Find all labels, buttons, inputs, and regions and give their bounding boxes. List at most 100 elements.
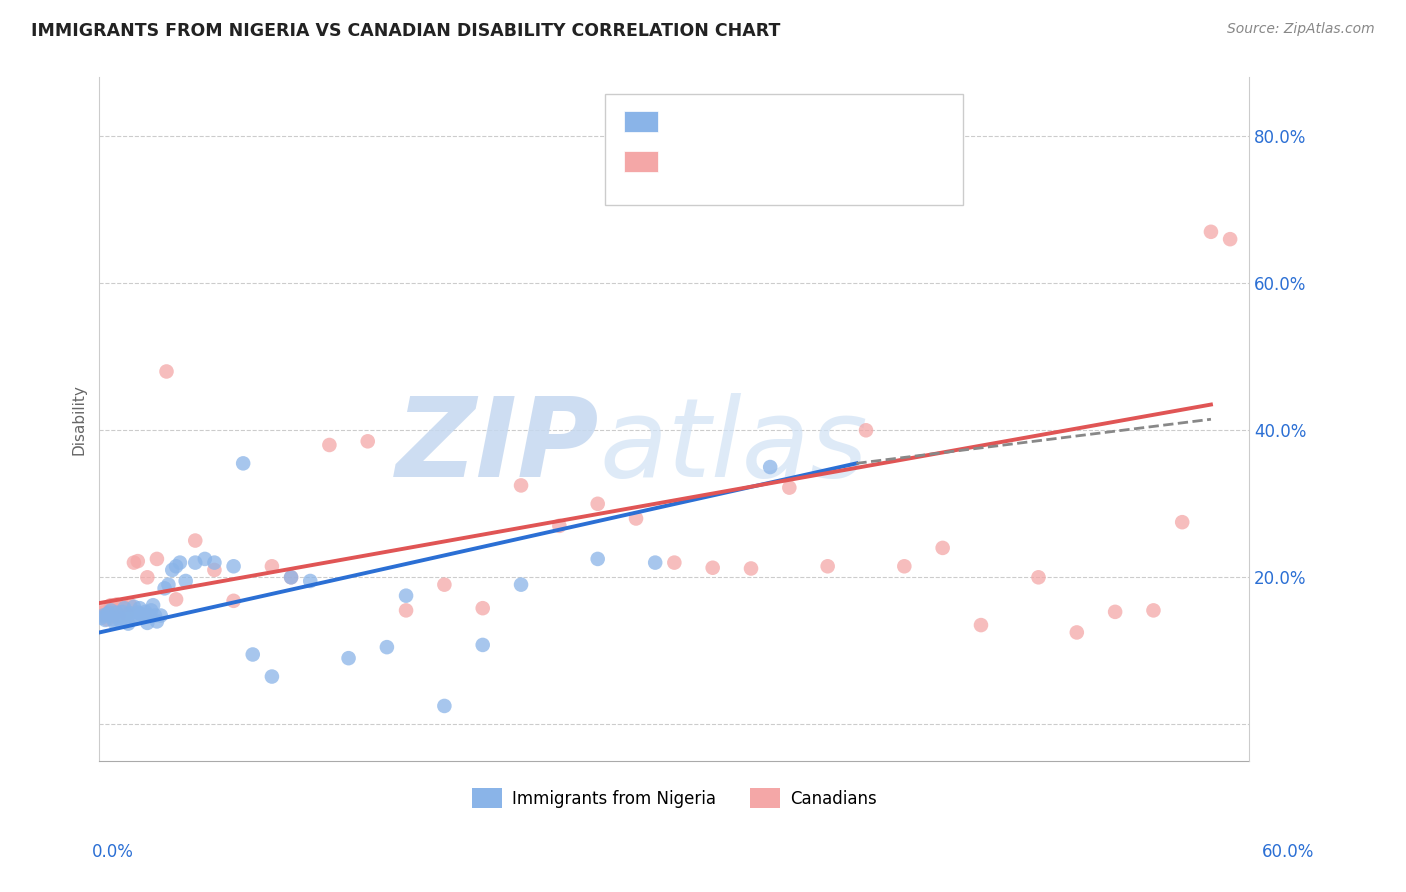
Point [299, 574, 322, 588]
Point [624, 511, 647, 525]
Point [510, 577, 533, 591]
Point [931, 541, 953, 555]
Point [222, 559, 245, 574]
Point [138, 608, 160, 623]
Point [184, 556, 207, 570]
Point [184, 533, 207, 548]
Point [194, 552, 217, 566]
Point [357, 434, 380, 449]
Point [433, 577, 456, 591]
Text: 0.0%: 0.0% [91, 843, 134, 861]
Point [1028, 570, 1050, 584]
Point [120, 599, 142, 613]
Y-axis label: Disability: Disability [72, 384, 86, 455]
Point [112, 601, 135, 615]
Point [664, 556, 686, 570]
Point [586, 552, 609, 566]
Point [146, 615, 169, 629]
Point [136, 570, 159, 584]
Text: R = 0.570   N = 49: R = 0.570 N = 49 [671, 153, 855, 171]
Text: 60.0%: 60.0% [1263, 843, 1315, 861]
Point [96, 607, 118, 621]
Point [98, 606, 121, 620]
Point [125, 611, 148, 625]
Point [127, 554, 149, 568]
Point [111, 599, 134, 613]
Point [105, 598, 128, 612]
Point [204, 563, 226, 577]
Point [107, 611, 129, 625]
Point [644, 556, 666, 570]
Legend: Immigrants from Nigeria, Canadians: Immigrants from Nigeria, Canadians [465, 781, 883, 814]
Point [90, 611, 112, 625]
Point [153, 582, 176, 596]
Point [1142, 603, 1164, 617]
Point [510, 478, 533, 492]
Point [98, 606, 121, 620]
Point [131, 607, 153, 621]
Point [778, 481, 800, 495]
Point [127, 606, 149, 620]
Point [120, 607, 142, 621]
Point [471, 638, 494, 652]
Point [260, 559, 283, 574]
Point [586, 497, 609, 511]
Point [157, 577, 180, 591]
Point [970, 618, 993, 632]
Point [122, 556, 145, 570]
Point [280, 570, 302, 584]
Point [337, 651, 360, 665]
Text: Source: ZipAtlas.com: Source: ZipAtlas.com [1227, 22, 1375, 37]
Point [548, 519, 571, 533]
Point [702, 560, 724, 574]
Text: atlas: atlas [599, 393, 869, 500]
Point [433, 698, 456, 713]
Point [759, 460, 782, 475]
Point [174, 574, 197, 588]
Point [94, 613, 117, 627]
Point [893, 559, 915, 574]
Text: IMMIGRANTS FROM NIGERIA VS CANADIAN DISABILITY CORRELATION CHART: IMMIGRANTS FROM NIGERIA VS CANADIAN DISA… [31, 22, 780, 40]
Point [1219, 232, 1241, 246]
Point [232, 456, 254, 470]
Point [117, 616, 139, 631]
Point [141, 603, 163, 617]
Point [104, 615, 127, 630]
Point [169, 556, 191, 570]
Point [395, 589, 418, 603]
Point [395, 603, 418, 617]
Point [318, 438, 340, 452]
Point [817, 559, 839, 574]
Text: R = 0.566   N = 55: R = 0.566 N = 55 [671, 113, 855, 131]
Point [1171, 515, 1194, 529]
Point [91, 606, 114, 620]
Point [142, 599, 165, 613]
Point [90, 608, 112, 623]
Point [146, 552, 169, 566]
Point [122, 599, 145, 614]
Point [94, 601, 117, 615]
Point [115, 607, 138, 621]
Point [143, 608, 166, 623]
Text: ZIP: ZIP [396, 393, 599, 500]
Point [165, 559, 187, 574]
Point [222, 594, 245, 608]
Point [100, 603, 122, 617]
Point [1066, 625, 1088, 640]
Point [134, 605, 156, 619]
Point [128, 601, 150, 615]
Point [155, 364, 177, 378]
Point [740, 561, 762, 575]
Point [204, 556, 226, 570]
Point [111, 605, 134, 619]
Point [132, 609, 155, 624]
Point [110, 615, 132, 629]
Point [149, 608, 172, 623]
Point [1199, 225, 1222, 239]
Point [136, 615, 159, 630]
Point [104, 604, 127, 618]
Point [107, 608, 129, 623]
Point [121, 610, 143, 624]
Point [165, 592, 187, 607]
Point [101, 609, 124, 624]
